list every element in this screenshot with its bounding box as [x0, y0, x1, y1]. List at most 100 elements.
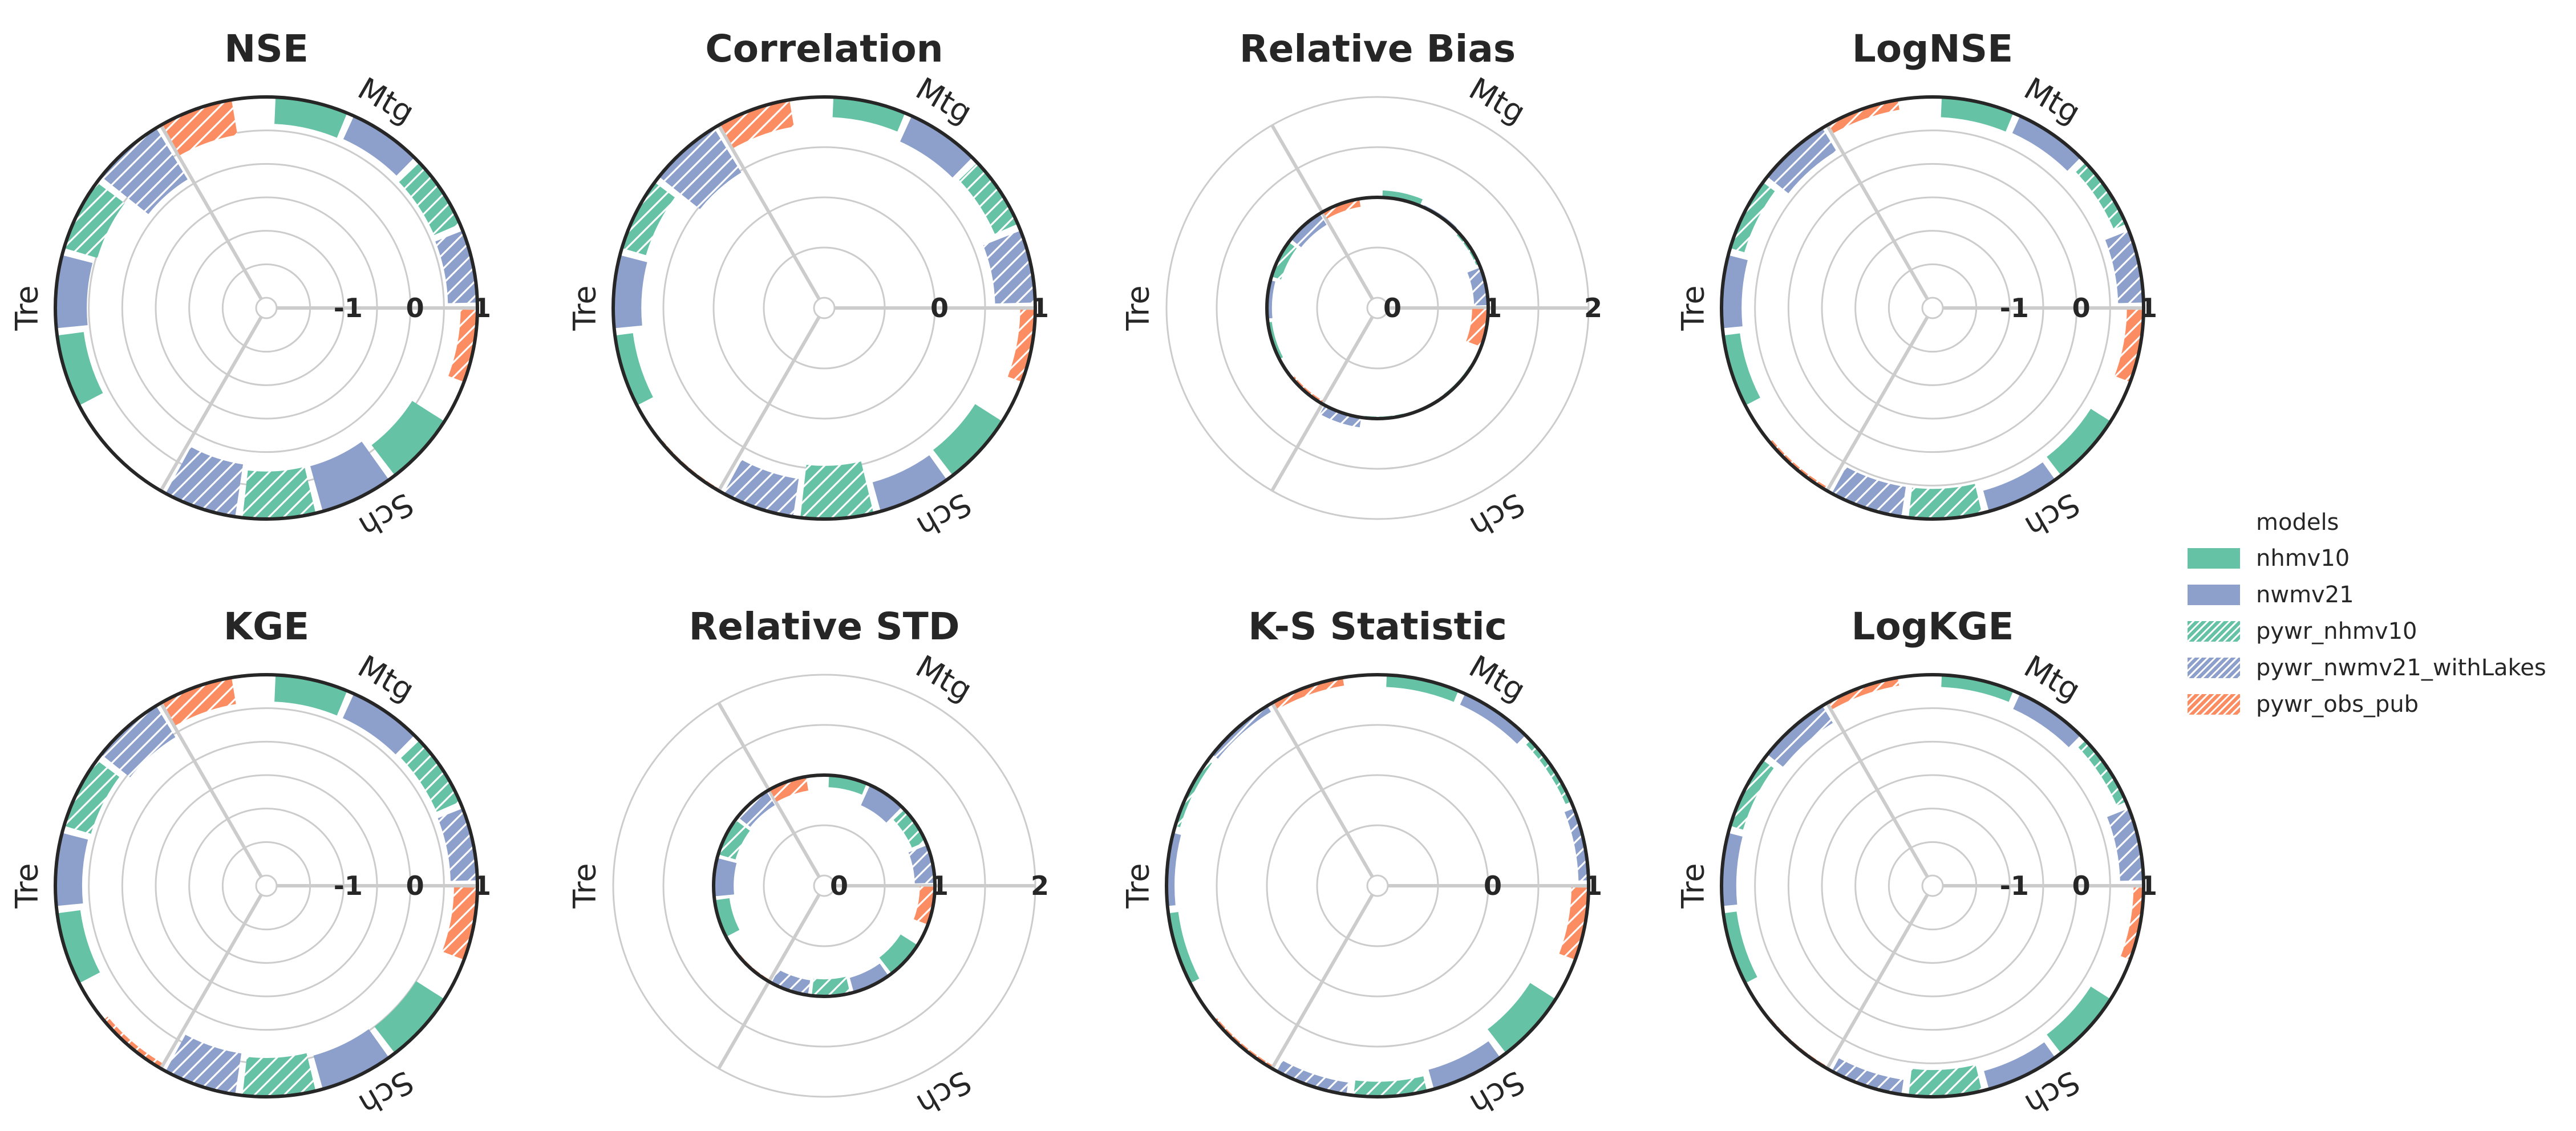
- subplot-title: KGE: [224, 605, 309, 648]
- radial-tick-label: 0: [406, 293, 424, 323]
- bar-mtg-nwmv21: [861, 785, 902, 823]
- bar-sch-pywr-nhmv10: [812, 976, 850, 996]
- bar-mtg-pywr-nhmv10: [1455, 232, 1479, 265]
- bar-tre-nwmv21: [1722, 255, 1748, 329]
- bar-tre-pywr-obs-pub: [1828, 100, 1899, 133]
- bar-tre-pywr-nhmv10: [64, 760, 120, 834]
- bar-mtg-nwmv21: [2012, 116, 2081, 171]
- bar-sch-pywr-obs-pub: [1769, 1019, 1826, 1068]
- bar-mtg-pywr-nwmv21-withlakes: [435, 230, 477, 303]
- bar-mtg-pywr-nhmv10: [399, 163, 460, 236]
- bar-tre-nhmv10: [1723, 333, 1760, 406]
- bar-tre-nwmv21: [1722, 833, 1743, 906]
- sector-divider: [1270, 894, 1374, 1069]
- radial-tick-label: 2: [1584, 293, 1602, 323]
- subplot-title: Relative Bias: [1240, 27, 1516, 71]
- radial-tick-label: 0: [1383, 293, 1402, 323]
- legend-item-pywr-nhmv10: pywr_nhmv10: [2188, 613, 2570, 650]
- bar-sch-pywr-obs-pub: [661, 441, 718, 490]
- bar-sch-pywr-obs-pub: [1214, 1018, 1272, 1068]
- polar-subplot: 0 1 2 Mtg Sch Tre Relative Bias: [1120, 27, 1602, 545]
- bar-sch-nwmv21: [1428, 1041, 1500, 1089]
- sector-label-tre: Tre: [567, 863, 603, 909]
- bar-sch-nhmv10: [2047, 986, 2111, 1053]
- radial-tick-label: -1: [334, 293, 363, 323]
- sector-label-mtg: Mtg: [910, 648, 978, 709]
- reference-circle: [712, 773, 937, 998]
- bar-sch-pywr-nwmv21-withlakes: [165, 447, 244, 517]
- bar-tre-pywr-obs-pub: [162, 678, 236, 725]
- legend-swatch-nhmv10: [2188, 548, 2240, 569]
- bar-sch-pywr-obs-pub: [1769, 440, 1828, 490]
- radial-tick-label: 0: [2072, 293, 2091, 323]
- inner-hole: [255, 874, 278, 897]
- sector-divider: [159, 894, 263, 1069]
- sector-label-tre: Tre: [1675, 863, 1711, 909]
- inner-hole: [255, 297, 278, 319]
- bar-tre-nwmv21: [55, 255, 93, 329]
- subplot-title: Relative STD: [688, 605, 959, 648]
- bar-mtg-nwmv21: [343, 116, 415, 176]
- radial-tick-label: -1: [2000, 870, 2029, 901]
- bar-sch-pywr-nwmv21-withlakes: [1320, 405, 1362, 428]
- bar-mtg-pywr-nhmv10: [2078, 740, 2127, 806]
- bar-mtg-nwmv21: [1460, 694, 1526, 744]
- sector-label-tre: Tre: [1120, 285, 1156, 331]
- bar-mtg-nwmv21: [342, 694, 415, 755]
- bar-tre-pywr-obs-pub: [1828, 678, 1899, 710]
- bar-tre-nhmv10: [1168, 911, 1200, 983]
- outer-circle: [54, 95, 479, 521]
- bar-tre-pywr-obs-pub: [1273, 678, 1344, 710]
- sector-label-tre: Tre: [1675, 285, 1711, 331]
- bar-tre-pywr-nhmv10: [1271, 242, 1297, 279]
- radial-tick-label: -1: [334, 870, 363, 901]
- sector-divider: [1825, 894, 1929, 1069]
- polar-subplot: 0 1 2 Mtg Sch Tre Relative STD: [567, 605, 1049, 1122]
- legend-swatch-pywr-nwmv21-withlakes: [2188, 658, 2240, 678]
- inner-hole: [1366, 874, 1389, 897]
- bar-mtg-nhmv10: [1941, 675, 2014, 702]
- bar-tre-pywr-obs-pub: [1323, 198, 1361, 219]
- legend-label-pywr-obs-pub: pywr_obs_pub: [2256, 691, 2419, 717]
- outer-circle: [611, 95, 1037, 521]
- bar-tre-pywr-nhmv10: [64, 182, 125, 258]
- bar-sch-nhmv10: [371, 400, 445, 476]
- bar-mtg-pywr-nwmv21-withlakes: [908, 845, 935, 883]
- sector-label-tre: Tre: [9, 863, 45, 909]
- bar-tre-pywr-obs-pub: [720, 100, 794, 148]
- bar-tre-nhmv10: [1723, 911, 1757, 983]
- sector-divider: [717, 124, 821, 300]
- legend-item-pywr-nwmv21-withlakes: pywr_nwmv21_withLakes: [2188, 650, 2570, 686]
- subplot-title: LogNSE: [1852, 27, 2014, 71]
- bar-mtg-nhmv10: [832, 97, 905, 132]
- legend-title: models: [2256, 509, 2339, 536]
- legend-swatch-pywr-nhmv10: [2188, 621, 2240, 642]
- radial-tick-label: 0: [2072, 870, 2091, 901]
- sector-label-tre: Tre: [1120, 863, 1156, 909]
- sector-label-sch: Sch: [911, 1064, 978, 1123]
- sector-label-mtg: Mtg: [1463, 71, 1532, 131]
- subplot-title: Correlation: [705, 27, 943, 71]
- bar-sch-pywr-nhmv10: [242, 467, 316, 519]
- sector-divider: [717, 316, 821, 492]
- subplot-title: NSE: [224, 27, 309, 71]
- bar-sch-nhmv10: [879, 934, 918, 974]
- bar-mtg-pywr-obs-pub: [442, 887, 477, 960]
- bar-sch-pywr-nwmv21-withlakes: [723, 460, 799, 517]
- inner-hole: [813, 297, 836, 319]
- outer-circle: [1720, 95, 2145, 521]
- outer-circle: [1720, 673, 2145, 1098]
- bar-mtg-pywr-nwmv21-withlakes: [1564, 808, 1589, 881]
- bar-sch-nwmv21: [872, 455, 947, 512]
- bar-tre-nhmv10: [1267, 322, 1283, 359]
- bar-mtg-pywr-obs-pub: [2121, 887, 2144, 960]
- subplot-title: LogKGE: [1851, 605, 2014, 648]
- bar-mtg-pywr-obs-pub: [448, 309, 477, 382]
- legend-label-pywr-nwmv21-withlakes: pywr_nwmv21_withLakes: [2256, 655, 2546, 681]
- bar-sch-pywr-nwmv21-withlakes: [1832, 1058, 1904, 1094]
- bar-tre-pywr-nhmv10: [1730, 760, 1774, 830]
- bar-mtg-pywr-nwmv21-withlakes: [2105, 230, 2144, 303]
